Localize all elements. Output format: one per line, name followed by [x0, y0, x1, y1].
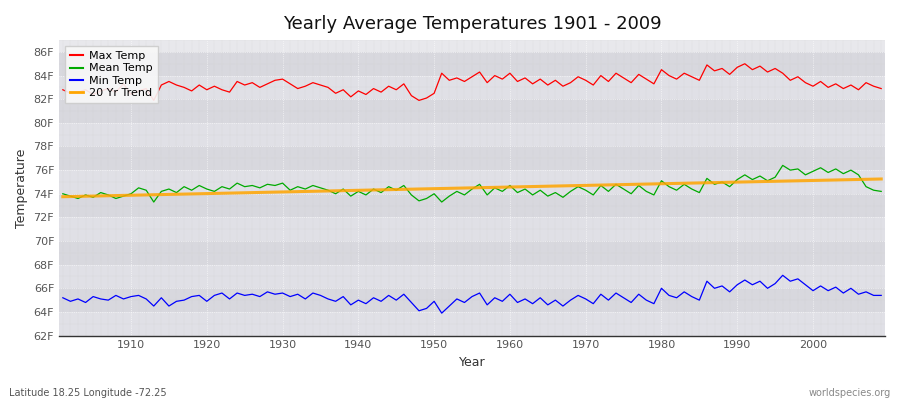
X-axis label: Year: Year — [459, 356, 485, 369]
Bar — [59, 312, 885, 336]
Y-axis label: Temperature: Temperature — [15, 148, 28, 228]
Bar — [59, 170, 885, 194]
Bar — [59, 288, 885, 312]
Text: Latitude 18.25 Longitude -72.25: Latitude 18.25 Longitude -72.25 — [9, 388, 166, 398]
Text: worldspecies.org: worldspecies.org — [809, 388, 891, 398]
Bar — [59, 241, 885, 265]
Bar — [59, 217, 885, 241]
Legend: Max Temp, Mean Temp, Min Temp, 20 Yr Trend: Max Temp, Mean Temp, Min Temp, 20 Yr Tre… — [65, 46, 158, 104]
Bar — [59, 265, 885, 288]
Bar — [59, 194, 885, 217]
Bar — [59, 99, 885, 123]
Bar — [59, 76, 885, 99]
Bar — [59, 52, 885, 76]
Title: Yearly Average Temperatures 1901 - 2009: Yearly Average Temperatures 1901 - 2009 — [283, 15, 662, 33]
Bar — [59, 146, 885, 170]
Bar — [59, 123, 885, 146]
